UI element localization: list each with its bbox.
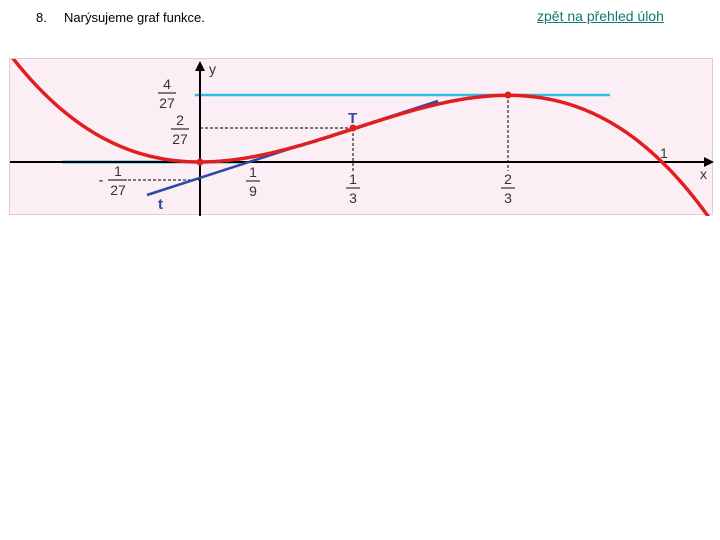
svg-text:9: 9 — [249, 183, 257, 199]
svg-text:27: 27 — [159, 95, 175, 111]
x-axis-arrow-icon — [704, 157, 714, 167]
problem-title: Narýsujeme graf funkce. — [64, 10, 205, 25]
svg-text:3: 3 — [504, 190, 512, 206]
tangent-t-label: t — [158, 196, 163, 213]
x-tick-label-2-3: 2 3 — [501, 171, 515, 206]
point-T-label: T — [348, 110, 357, 127]
x-one-label: 1 — [660, 145, 668, 161]
local-minimum-point — [196, 158, 204, 166]
svg-text:-: - — [99, 172, 104, 189]
y-axis-label: y — [209, 61, 216, 77]
svg-text:1: 1 — [249, 164, 257, 180]
graph-panel: y x 1 T t 4 27 2 27 - 1 27 1 9 — [9, 58, 714, 216]
function-graph: y x 1 T t 4 27 2 27 - 1 27 1 9 — [10, 59, 714, 216]
svg-text:2: 2 — [176, 112, 184, 128]
y-axis-arrow-icon — [195, 61, 205, 71]
svg-text:27: 27 — [110, 182, 126, 198]
svg-text:4: 4 — [163, 76, 171, 92]
y-tick-label-4-27: 4 27 — [158, 76, 176, 111]
svg-text:3: 3 — [349, 190, 357, 206]
problem-number: 8. — [36, 10, 47, 25]
point-T — [349, 124, 357, 132]
function-curve — [11, 59, 711, 216]
svg-text:27: 27 — [172, 131, 188, 147]
svg-text:1: 1 — [114, 163, 122, 179]
y-tick-label-2-27: 2 27 — [171, 112, 189, 147]
y-tick-label-neg-1-27: - 1 27 — [99, 163, 127, 198]
svg-text:1: 1 — [349, 171, 357, 187]
svg-text:2: 2 — [504, 171, 512, 187]
back-to-overview-link[interactable]: zpět na přehled úloh — [537, 8, 664, 24]
x-tick-label-1-3: 1 3 — [346, 171, 360, 206]
x-axis-label: x — [700, 166, 707, 182]
local-maximum-point — [504, 91, 512, 99]
x-tick-label-1-9: 1 9 — [246, 164, 260, 199]
